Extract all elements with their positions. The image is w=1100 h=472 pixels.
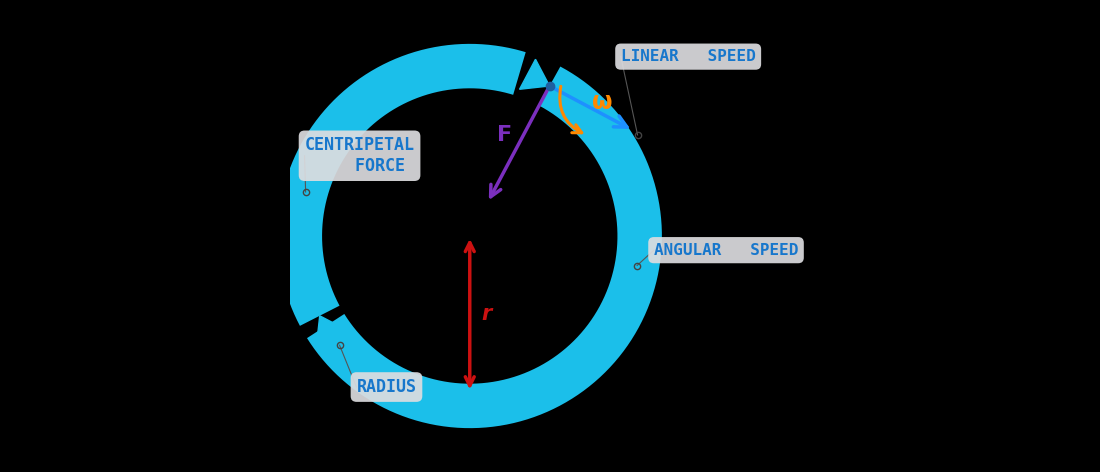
Text: r: r bbox=[482, 304, 492, 324]
Polygon shape bbox=[317, 316, 346, 346]
Text: RADIUS: RADIUS bbox=[356, 378, 417, 396]
Text: LINEAR   SPEED: LINEAR SPEED bbox=[620, 49, 756, 64]
Text: F: F bbox=[497, 125, 512, 145]
Text: ω: ω bbox=[592, 91, 613, 115]
Text: CENTRIPETAL
     FORCE: CENTRIPETAL FORCE bbox=[305, 136, 415, 175]
Polygon shape bbox=[519, 59, 550, 89]
Text: ANGULAR   SPEED: ANGULAR SPEED bbox=[653, 243, 799, 258]
